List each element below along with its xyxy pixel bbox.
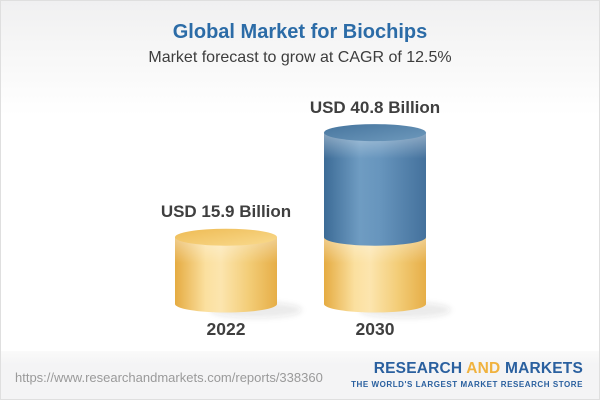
logo-word-research: RESEARCH	[373, 360, 463, 377]
chart-title: Global Market for Biochips	[172, 21, 428, 43]
logo-word-markets: MARKETS	[504, 360, 583, 377]
brand-logo-tagline: THE WORLD'S LARGEST MARKET RESEARCH STOR…	[351, 379, 583, 389]
brand-logo: RESEARCH AND MARKETS THE WORLD'S LARGEST…	[351, 360, 583, 389]
brand-logo-wordmark: RESEARCH AND MARKETS	[351, 360, 583, 378]
cylinder-segment-growth-to-2030	[324, 132, 426, 246]
chart-subtitle: Market forecast to grow at CAGR of 12.5%	[148, 49, 452, 66]
logo-word-and: AND	[466, 360, 501, 377]
report-url-link[interactable]: https://www.researchandmarkets.com/repor…	[15, 370, 323, 385]
cylinder-top	[175, 228, 277, 246]
cylinder-top	[324, 124, 426, 142]
footer-bar: https://www.researchandmarkets.com/repor…	[1, 351, 599, 399]
